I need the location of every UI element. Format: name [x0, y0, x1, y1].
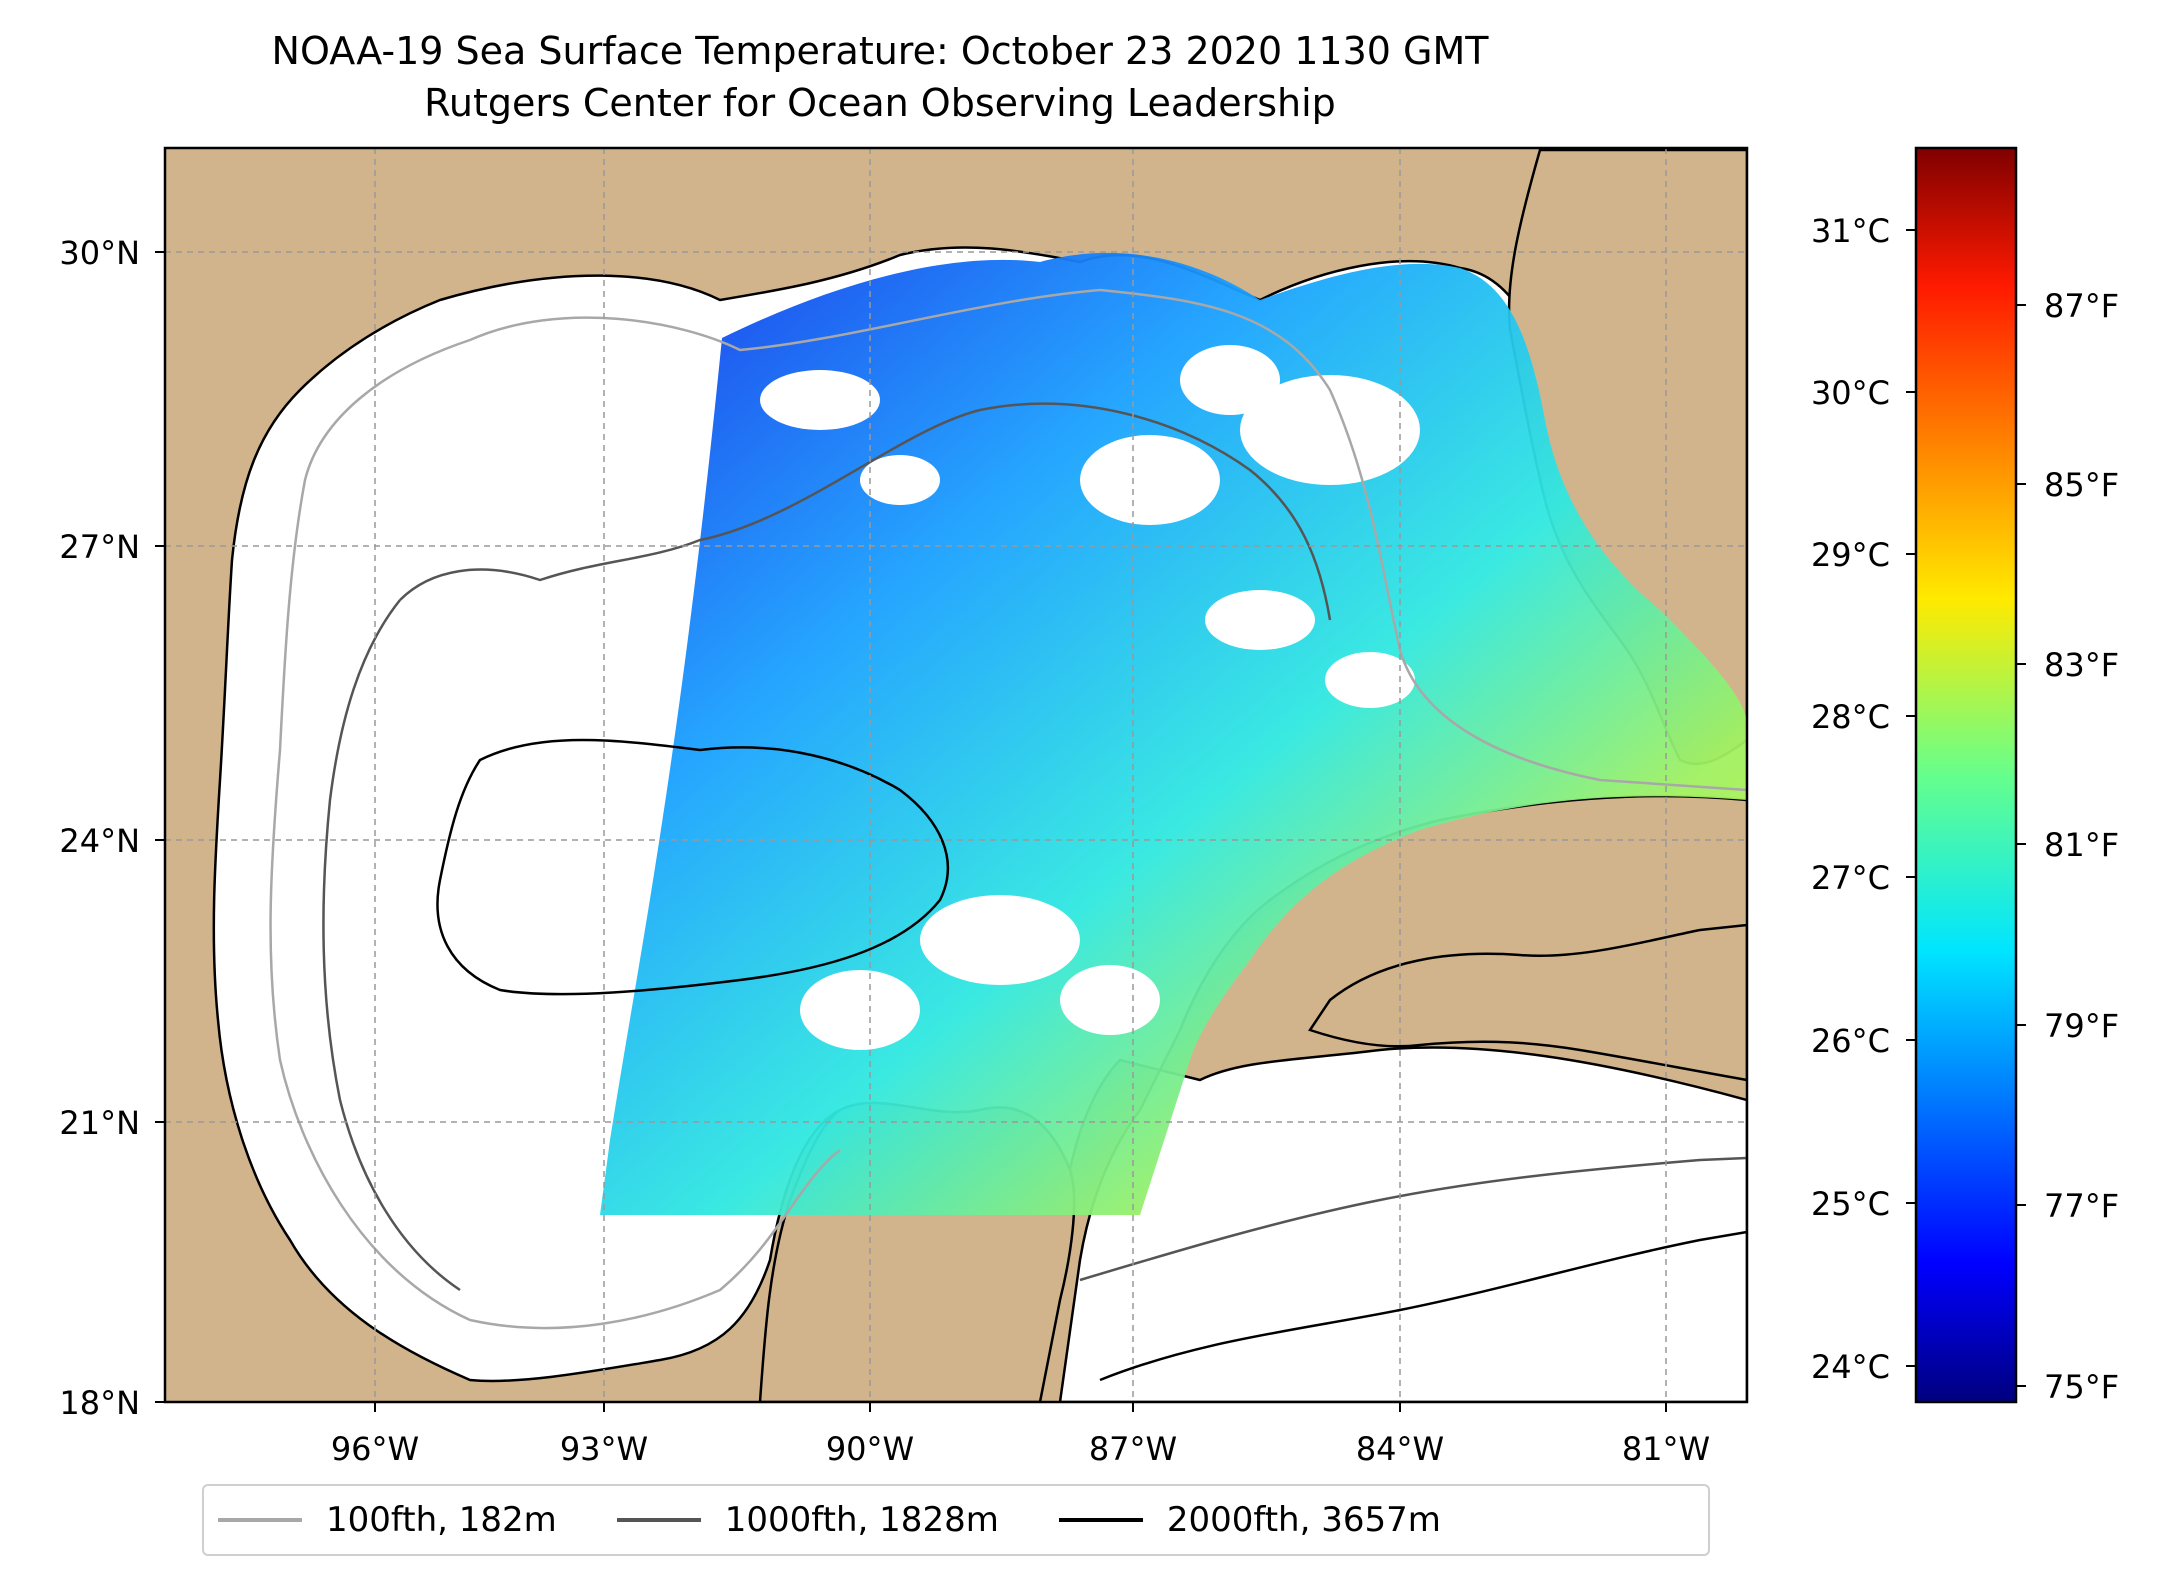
fahrenheit-tick: 79°F — [2044, 1007, 2119, 1045]
fahrenheit-tick: 85°F — [2044, 466, 2119, 504]
contour-legend: 100fth, 182m 1000fth, 1828m 2000fth, 365… — [202, 1484, 1710, 1556]
grid-lines — [165, 148, 1747, 1402]
lon-tick: 93°W — [560, 1430, 648, 1468]
fahrenheit-tick: 83°F — [2044, 646, 2119, 684]
legend-swatch — [616, 1518, 701, 1522]
contour-2000fth-cuba — [1099, 1230, 1747, 1382]
celsius-tick: 30°C — [1811, 374, 1890, 412]
lon-tick: 84°W — [1356, 1430, 1444, 1468]
lon-tick: 81°W — [1622, 1430, 1710, 1468]
fahrenheit-tick: 81°F — [2044, 826, 2119, 864]
legend-item: 1000fth, 1828m — [616, 1500, 999, 1540]
contour-1000fth-west — [322, 599, 461, 1292]
fahrenheit-tick: 75°F — [2044, 1368, 2119, 1406]
legend-item: 100fth, 182m — [218, 1500, 557, 1540]
contour-100fth — [469, 288, 1747, 792]
celsius-tick: 24°C — [1811, 1348, 1890, 1386]
contour-1000fth — [399, 402, 1332, 621]
colorbar — [1914, 146, 2018, 1404]
contour-2000fth — [436, 738, 950, 996]
cuba-land — [1308, 923, 1747, 1082]
legend-swatch — [1058, 1518, 1143, 1522]
fahrenheit-tick: 77°F — [2044, 1187, 2119, 1225]
celsius-tick: 25°C — [1811, 1185, 1890, 1223]
celsius-tick: 28°C — [1811, 698, 1890, 736]
lon-tick: 90°W — [826, 1430, 914, 1468]
map-frame — [163, 146, 1749, 1404]
celsius-tick: 26°C — [1811, 1022, 1890, 1060]
contour-1000fth-cuba — [1079, 1156, 1747, 1282]
lon-tick: 96°W — [331, 1430, 419, 1468]
map-subtitle: Rutgers Center for Ocean Observing Leade… — [424, 81, 1336, 125]
celsius-tick: 31°C — [1811, 212, 1890, 250]
contour-100fth-west — [269, 338, 841, 1330]
legend-swatch — [218, 1518, 302, 1522]
lat-tick: 24°N — [59, 822, 140, 860]
legend-label: 2000fth, 3657m — [1166, 1500, 1441, 1540]
lat-tick: 27°N — [59, 528, 140, 566]
celsius-tick: 27°C — [1811, 859, 1890, 897]
lat-tick: 21°N — [59, 1104, 140, 1142]
map-title: NOAA-19 Sea Surface Temperature: October… — [271, 29, 1489, 73]
fahrenheit-tick: 87°F — [2044, 287, 2119, 325]
lat-tick: 18°N — [59, 1384, 140, 1422]
legend-label: 1000fth, 1828m — [724, 1500, 999, 1540]
legend-label: 100fth, 182m — [326, 1500, 557, 1540]
celsius-tick: 29°C — [1811, 536, 1890, 574]
lon-tick: 87°W — [1089, 1430, 1177, 1468]
lat-tick: 30°N — [59, 234, 140, 272]
legend-item: 2000fth, 3657m — [1058, 1500, 1441, 1540]
cloud-gaps — [760, 345, 1420, 1050]
